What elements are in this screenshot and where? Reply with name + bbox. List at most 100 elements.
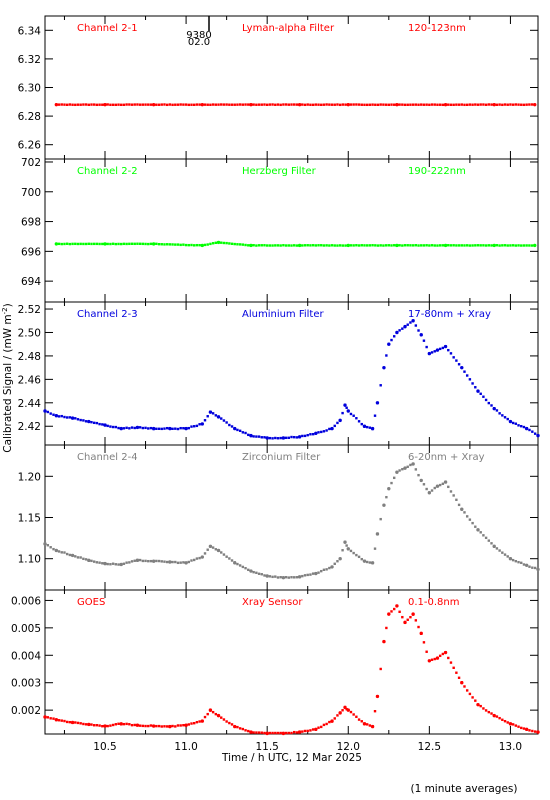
trace-mark [268, 731, 272, 735]
trace-mark [374, 244, 377, 247]
trace-mark [130, 723, 134, 727]
y-tick-label: 702 [21, 157, 41, 169]
trace-mark [452, 103, 455, 107]
trace-mark [190, 722, 193, 725]
trace-mark [417, 625, 420, 629]
trace-mark [460, 366, 463, 369]
trace-mark [147, 724, 150, 728]
trace-mark [52, 413, 55, 416]
trace-mark [174, 103, 177, 106]
trace-mark [376, 103, 380, 107]
trace-mark [287, 731, 290, 735]
panel-4: 1.10 1.15 1.20 Channel 2-4 Zirconium Filter 6… [18, 444, 540, 591]
trace-mark [336, 714, 339, 717]
y-tick-label: 700 [21, 187, 41, 199]
trace-mark [52, 717, 55, 720]
trace-mark [360, 422, 363, 426]
trace-mark [403, 244, 407, 247]
trace-mark [220, 417, 223, 420]
trace-mark [317, 103, 320, 106]
trace-mark [87, 242, 90, 246]
trace-mark [268, 575, 272, 578]
trace-mark [149, 724, 153, 727]
trace-mark [476, 244, 480, 247]
trace-mark [303, 574, 307, 577]
trace-mark [298, 435, 301, 439]
trace-mark [301, 244, 304, 247]
trace-mark [417, 244, 420, 247]
trace-mark [174, 243, 177, 246]
trace-mark [444, 651, 447, 654]
trace-mark [422, 103, 426, 106]
trace-mark [176, 243, 180, 246]
trace-mark [517, 424, 520, 427]
trace-mark [274, 575, 277, 578]
trace-mark [76, 103, 80, 106]
trace-mark [301, 434, 304, 438]
trace-mark [217, 241, 220, 244]
trace-mark [357, 555, 361, 559]
trace-mark [152, 103, 155, 106]
trace-mark [128, 242, 131, 246]
trace-mark [130, 103, 134, 106]
trace-mark [479, 531, 482, 534]
trace-mark [506, 721, 509, 724]
y-axis-label: Calibrated Signal / (mW m-2) [1, 303, 14, 452]
trace-mark [211, 412, 215, 415]
trace-mark [441, 482, 445, 485]
trace-mark [311, 103, 315, 107]
trace-mark [103, 103, 107, 106]
trace-mark [179, 561, 182, 564]
trace-mark [471, 103, 474, 106]
y-tick-label: 696 [21, 246, 41, 258]
trace-mark [144, 559, 147, 563]
trace-mark [484, 398, 488, 402]
trace-mark [101, 423, 104, 426]
trace-mark [255, 571, 258, 575]
trace-mark [90, 723, 93, 726]
trace-mark [187, 243, 190, 247]
trace-mark [168, 725, 172, 728]
trace-mark [401, 244, 404, 247]
trace-mark [271, 731, 274, 735]
trace-mark [271, 575, 274, 579]
trace-mark [106, 242, 109, 246]
trace-mark [125, 426, 128, 430]
panel-label-2: Xray Sensor [242, 597, 303, 608]
trace-mark [428, 352, 431, 355]
trace-mark [511, 558, 515, 562]
trace-mark [287, 576, 290, 579]
trace-mark [528, 428, 531, 432]
trace-mark [84, 242, 88, 246]
trace-mark [376, 695, 379, 698]
trace-mark [249, 244, 253, 247]
trace-mark [482, 707, 485, 710]
trace-mark [514, 560, 518, 563]
trace-mark [371, 561, 374, 565]
trace-mark [160, 560, 163, 563]
trace-mark [347, 409, 350, 413]
trace-mark [268, 244, 272, 247]
trace-mark [417, 103, 420, 106]
trace-mark [395, 471, 399, 474]
trace-mark [163, 427, 166, 430]
trace-mark [74, 103, 77, 107]
trace-mark [530, 244, 534, 247]
trace-mark [152, 725, 155, 728]
trace-mark [263, 244, 266, 247]
panel-label-3: 190-222nm [408, 166, 466, 177]
trace-mark [187, 426, 190, 430]
trace-mark [425, 650, 428, 653]
trace-mark [214, 414, 218, 417]
trace-mark [101, 562, 104, 565]
panel-label-1: Channel 2-3 [77, 309, 138, 320]
trace-mark [349, 412, 353, 416]
trace-mark [476, 390, 480, 393]
trace-mark [490, 103, 493, 106]
trace-mark [255, 103, 258, 106]
trace-mark [393, 244, 396, 247]
trace-mark [95, 724, 99, 727]
trace-mark [195, 557, 199, 560]
trace-mark [71, 242, 74, 246]
trace-mark [295, 244, 299, 247]
